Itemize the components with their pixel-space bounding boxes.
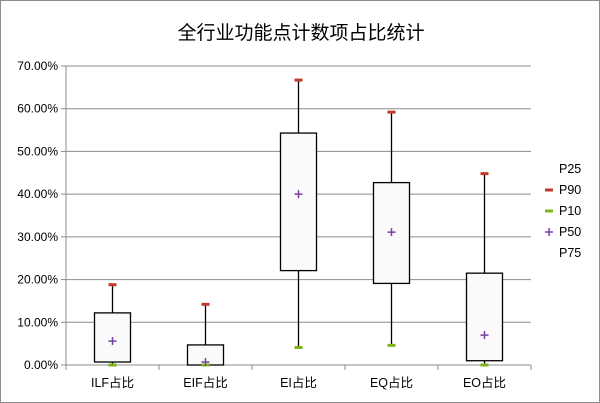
y-tick-label: 60.00% bbox=[17, 102, 58, 116]
y-tick-label: 0.00% bbox=[24, 358, 58, 372]
box-iqr bbox=[279, 132, 318, 272]
legend-item: P25 bbox=[559, 162, 581, 176]
p50-marker bbox=[108, 337, 117, 346]
legend-item: P50 bbox=[545, 225, 581, 239]
legend-item: P90 bbox=[545, 183, 581, 197]
legend-item: P75 bbox=[559, 246, 581, 260]
y-tick-label: 70.00% bbox=[17, 59, 58, 73]
y-tick-label: 30.00% bbox=[17, 230, 58, 244]
p50-marker bbox=[480, 331, 489, 340]
y-tick-label: 10.00% bbox=[17, 315, 58, 329]
y-tick-label: 40.00% bbox=[17, 187, 58, 201]
boxes bbox=[93, 78, 504, 367]
p50-marker bbox=[294, 190, 303, 199]
legend-item: P10 bbox=[545, 204, 581, 218]
x-tick-label: EQ占比 bbox=[370, 375, 413, 390]
legend-label: P50 bbox=[559, 225, 581, 239]
x-tick-label: EIF占比 bbox=[183, 375, 227, 390]
legend-label: P10 bbox=[559, 204, 581, 218]
legend-label: P25 bbox=[559, 162, 581, 176]
x-tick-label: ILF占比 bbox=[91, 375, 134, 390]
legend: P25 P90 P10 P50 P75 bbox=[545, 162, 581, 260]
p50-marker bbox=[387, 228, 396, 237]
legend-label: P75 bbox=[559, 246, 581, 260]
p50-marker bbox=[201, 358, 210, 367]
x-tick-label: EI占比 bbox=[280, 375, 317, 390]
x-tick-label: EO占比 bbox=[463, 375, 506, 390]
box-iqr bbox=[465, 272, 504, 362]
chart-title: 全行业功能点计数项占比统计 bbox=[177, 22, 424, 44]
legend-label: P90 bbox=[559, 183, 581, 197]
axes: 0.00% 10.00% 20.00% 30.00% 40.00% 50.00% 60.00… bbox=[17, 59, 532, 390]
y-tick-label: 50.00% bbox=[17, 144, 58, 158]
y-tick-label: 20.00% bbox=[17, 273, 58, 287]
